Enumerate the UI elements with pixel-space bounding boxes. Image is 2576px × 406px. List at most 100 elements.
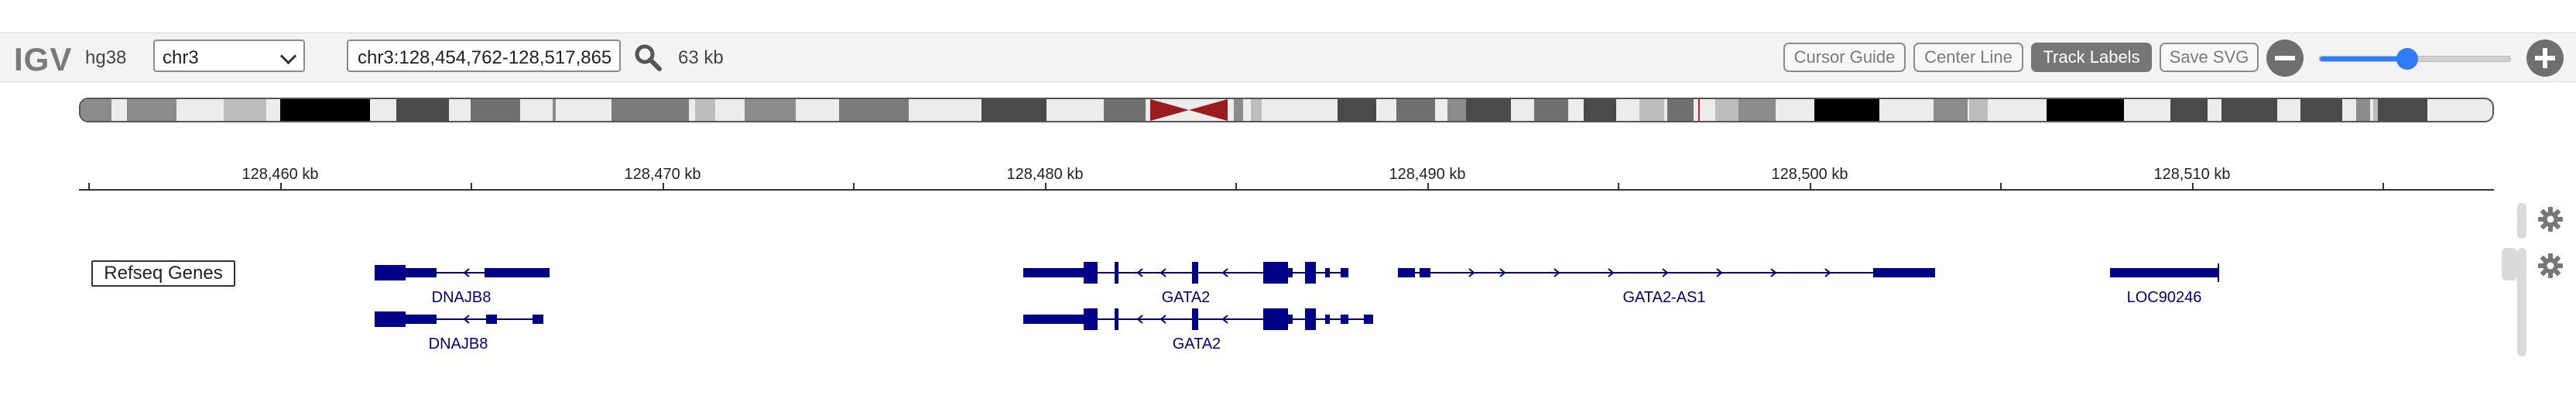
- gear-icon[interactable]: [2537, 253, 2564, 279]
- ideogram-band: [2378, 99, 2427, 121]
- gene-feature-loc90246[interactable]: LOC90246: [2110, 263, 2219, 306]
- igv-navbar: IGV hg38 chr3 chr3:128,454,762-128,517,8…: [0, 33, 2576, 82]
- ruler-tick: [280, 183, 282, 191]
- ideogram-band: [1104, 99, 1146, 121]
- strand-arrow: [1468, 268, 1831, 277]
- exon: [1325, 268, 1330, 277]
- exon: [2110, 268, 2218, 277]
- ruler-tick: [1427, 183, 1429, 191]
- ruler-line: [79, 189, 2494, 191]
- ideogram-band: [553, 99, 556, 121]
- exon: [1305, 262, 1316, 284]
- ideogram-band: [1667, 99, 1694, 121]
- exon: [1084, 308, 1098, 330]
- ruler-tick: [663, 183, 664, 191]
- ideogram-band: [80, 99, 111, 121]
- exon: [1084, 262, 1098, 284]
- exon: [1023, 315, 1096, 324]
- ideogram-band: [1251, 99, 1262, 121]
- gene-feature-dnajb8[interactable]: DNAJB8: [375, 265, 550, 306]
- ruler-tick-label: 128,460 kb: [242, 166, 319, 183]
- ruler-tick-label: 128,470 kb: [624, 166, 701, 183]
- gene-feature-gata2-as1[interactable]: GATA2-AS1: [1398, 268, 1935, 306]
- gene-label: LOC90246: [2127, 289, 2202, 306]
- zoom-in-icon[interactable]: [2526, 40, 2564, 77]
- exon: [1115, 308, 1118, 330]
- ideogram-band: [396, 99, 449, 121]
- center-line-button[interactable]: Center Line: [1913, 43, 2023, 72]
- ideogram-band: [1738, 99, 1776, 121]
- ruler-tick: [1810, 183, 1811, 191]
- exon: [533, 315, 543, 324]
- track-labels-button[interactable]: Track Labels: [2031, 43, 2152, 72]
- ideogram-band: [839, 99, 909, 121]
- ideogram-band: [1639, 99, 1664, 121]
- zoom-out-icon[interactable]: [2266, 40, 2304, 77]
- ruler-tick: [1235, 183, 1237, 191]
- igv-logo: IGV: [14, 41, 73, 77]
- exon: [1192, 262, 1198, 284]
- exon: [375, 265, 406, 280]
- strand-arrow: [1137, 315, 1228, 324]
- gene-label: DNAJB8: [429, 335, 488, 353]
- exon: [1325, 315, 1330, 324]
- ideogram-band: [471, 99, 520, 121]
- ideogram-band: [1584, 99, 1616, 121]
- ideogram-band: [2047, 99, 2124, 121]
- exon: [1023, 268, 1096, 277]
- gene-feature-gata2[interactable]: GATA2: [1023, 262, 1348, 306]
- ideogram-band: [1934, 99, 1968, 121]
- ideogram-band: [745, 99, 796, 121]
- ideogram-band: [981, 99, 1046, 121]
- exon: [1341, 268, 1348, 277]
- chromosome-ideogram[interactable]: [79, 98, 2494, 122]
- exon: [406, 268, 437, 277]
- gear-icon[interactable]: [2537, 206, 2564, 232]
- ruler-tick-label: 128,480 kb: [1006, 166, 1084, 183]
- gene-track-scrollbar[interactable]: [2517, 248, 2526, 356]
- ruler-tick: [2192, 183, 2194, 191]
- exon: [375, 311, 406, 327]
- ideogram-band: [1466, 99, 1511, 121]
- zoom-slider-fill: [2320, 57, 2408, 61]
- track-name-label: Refseq Genes: [91, 260, 235, 287]
- exon: [1305, 308, 1316, 330]
- gene-feature-gata2[interactable]: GATA2: [1023, 308, 1373, 353]
- ideogram-band: [2300, 99, 2342, 121]
- exon: [1115, 262, 1118, 284]
- gene-feature-dnajb8[interactable]: DNAJB8: [375, 311, 543, 353]
- save-svg-button[interactable]: Save SVG: [2160, 43, 2259, 72]
- ideogram-band: [280, 99, 370, 121]
- ideogram-band: [1814, 99, 1879, 121]
- exon: [1341, 315, 1348, 324]
- ideogram-band: [224, 99, 266, 121]
- genome-label[interactable]: hg38: [85, 47, 127, 68]
- ideogram-band: [1234, 99, 1243, 121]
- exon: [406, 315, 437, 324]
- exon: [486, 315, 497, 324]
- centromere-marker: [1150, 99, 1228, 121]
- chromosome-select[interactable]: chr3: [153, 40, 305, 72]
- exon: [1263, 308, 1288, 330]
- ruler-track-scrollbar[interactable]: [2517, 203, 2526, 239]
- gene-label: GATA2: [1173, 335, 1221, 353]
- window-width-label: 63 kb: [678, 47, 724, 68]
- exon: [1288, 268, 1293, 277]
- exon: [1263, 262, 1288, 284]
- exon: [1398, 268, 1415, 277]
- gene-label: GATA2-AS1: [1622, 289, 1705, 306]
- search-icon[interactable]: [633, 43, 663, 72]
- ruler-tick: [1618, 183, 1619, 191]
- zoom-slider[interactable]: [2319, 48, 2511, 70]
- cursor-guide-button[interactable]: Cursor Guide: [1783, 43, 1906, 72]
- locus-search-input[interactable]: chr3:128,454,762-128,517,865: [347, 40, 621, 72]
- ideogram-band: [1969, 99, 1988, 121]
- exon: [1420, 268, 1430, 277]
- ruler-tick: [1045, 183, 1046, 191]
- ideogram-band: [2356, 99, 2370, 121]
- gene-track: DNAJB8 DNAJB8 GATA2 GATA2: [375, 262, 2219, 353]
- ideogram-band: [1534, 99, 1568, 121]
- gene-track-scroll-handle[interactable]: [2502, 248, 2517, 280]
- zoom-slider-thumb[interactable]: [2396, 48, 2419, 70]
- ideogram-band: [695, 99, 715, 121]
